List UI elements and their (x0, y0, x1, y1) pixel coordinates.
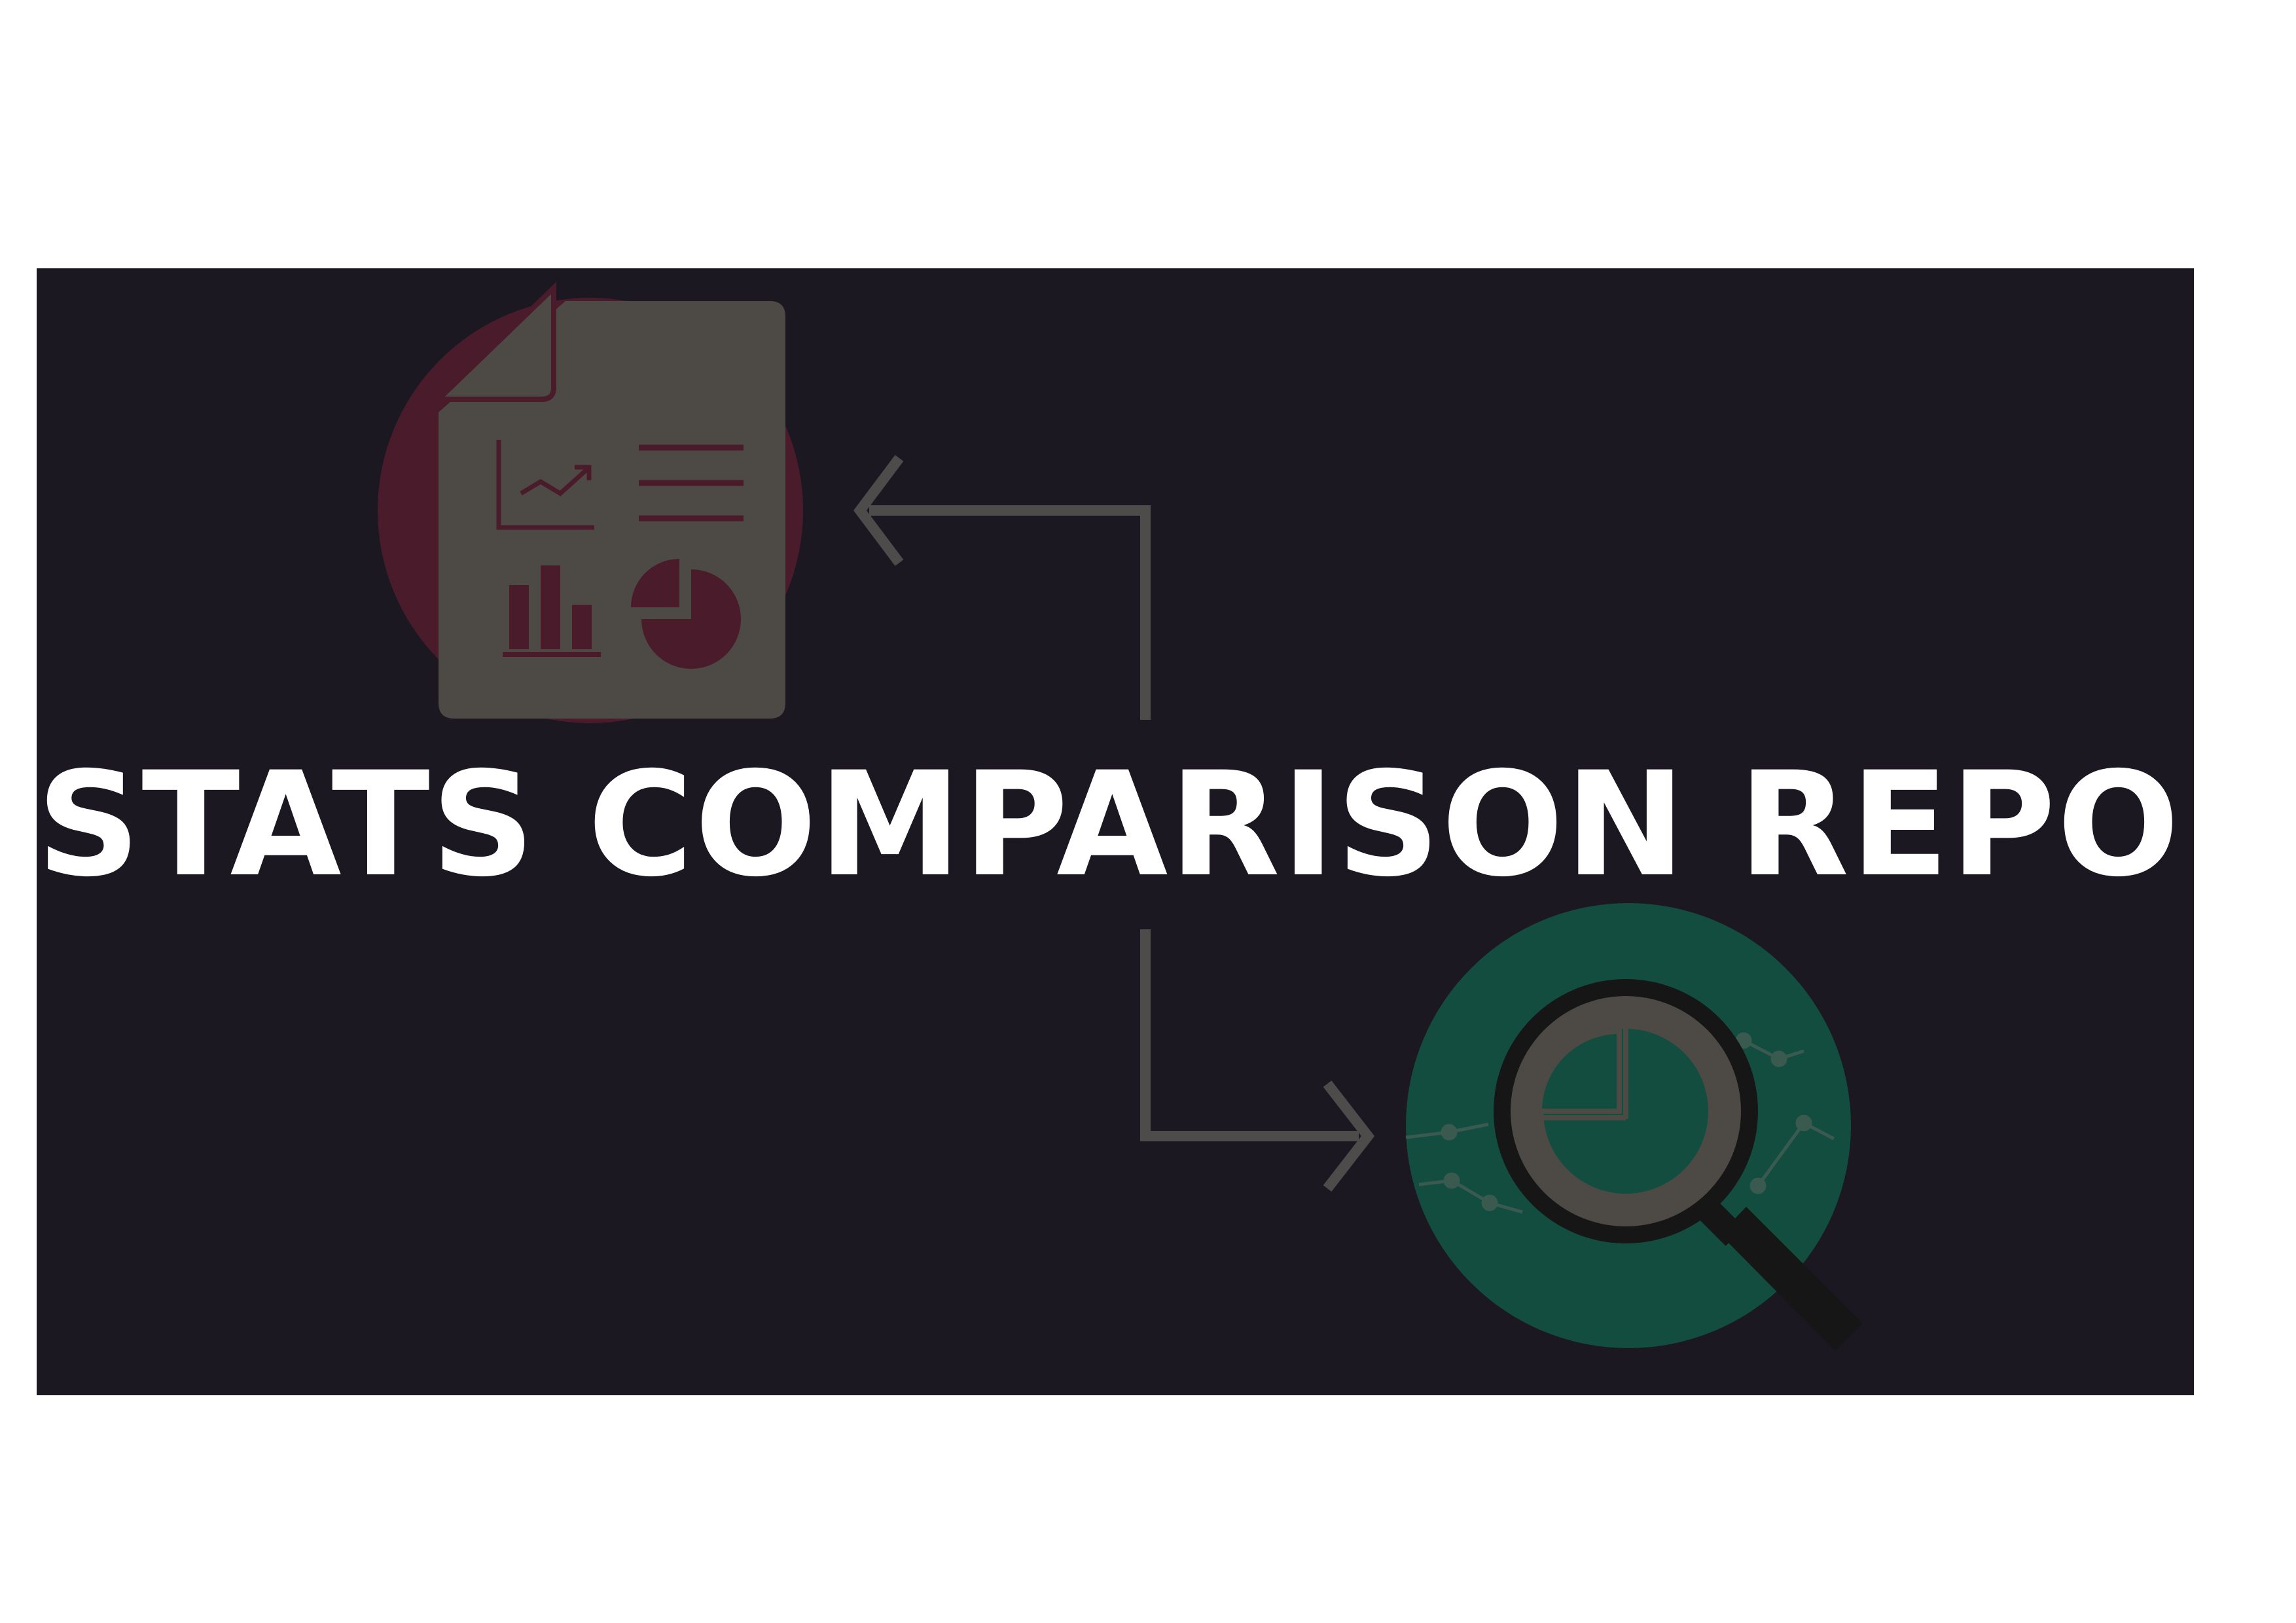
report-document-icon (378, 281, 803, 723)
upper-connector (869, 505, 1151, 720)
lens-pie-slice (1536, 1028, 1622, 1114)
report-title: STATS COMPARISON REPORT (37, 741, 2194, 908)
report-banner: STATS COMPARISON REPORT (37, 268, 2194, 1395)
document-line-chart-icon (496, 440, 594, 530)
document-pie-chart-icon (631, 559, 741, 669)
document-bar-chart-icon (503, 565, 601, 657)
magnifier-analysis-icon (1405, 903, 1863, 1351)
flow-arrow-icon (853, 455, 1375, 1192)
document-fold (432, 281, 556, 402)
lower-arrowhead (1323, 1080, 1375, 1192)
analysis-graph-lines-icon (1405, 1032, 1835, 1214)
lower-connector (1140, 929, 1359, 1141)
banner-illustration (378, 281, 1863, 1351)
upper-arrowhead (853, 455, 904, 566)
magnifier-handle (1720, 1207, 1863, 1351)
document-text-lines-icon (639, 444, 744, 522)
